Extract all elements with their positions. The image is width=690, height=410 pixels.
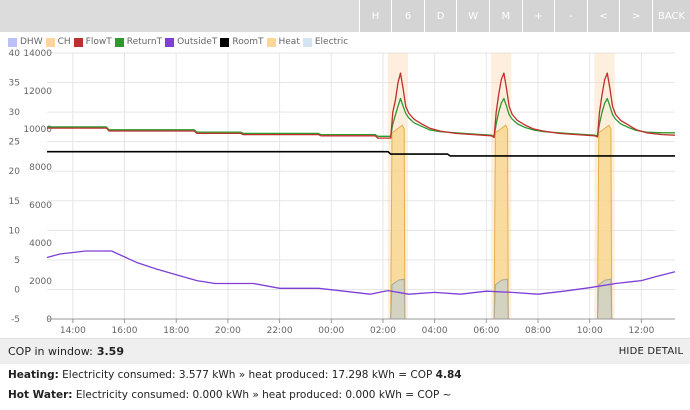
legend-item-dhw[interactable]: DHW: [8, 37, 43, 47]
right-axis-tick-label: 2000: [29, 277, 52, 287]
legend-item-roomt[interactable]: RoomT: [220, 37, 264, 47]
left-axis-tick-label: 10: [9, 226, 21, 236]
outsidet-series: [46, 250, 676, 295]
heating-cop: 4.84: [435, 369, 462, 381]
roomt-series: [47, 150, 675, 157]
legend-label: Heat: [278, 37, 300, 47]
legend-label: DHW: [20, 37, 43, 47]
legend-label: RoomT: [232, 37, 264, 47]
chart: -5 0 5 10 15 20 25 30 35 40 0 2000 4000 6000 8000 10000…: [9, 49, 676, 336]
legend-item-heat[interactable]: Heat: [266, 37, 300, 47]
left-axis-tick-label: 5: [14, 256, 20, 266]
legend-item-flowt[interactable]: FlowT: [73, 37, 112, 47]
cop-value: 3.59: [96, 345, 124, 358]
x-axis-tick-label: 02:00: [370, 326, 396, 336]
left-axis-tick-label: 40: [9, 49, 21, 59]
zoom-in-button[interactable]: +: [521, 0, 555, 32]
left-axis-tick-label: 20: [9, 167, 21, 177]
hour-button[interactable]: H: [358, 0, 392, 32]
right-axis-tick-label: 14000: [23, 49, 52, 59]
legend-swatch: [165, 37, 175, 47]
right-axis-tick-label: 12000: [23, 87, 52, 97]
chart-legend: DHW CH FlowT ReturnT OutsideT RoomT Heat…: [8, 36, 351, 48]
x-axis-tick-label: 06:00: [473, 326, 499, 336]
chart-axes: -5 0 5 10 15 20 25 30 35 40 0 2000 4000 6000 8000 10000…: [9, 49, 675, 336]
legend-swatch: [266, 37, 276, 47]
legend-swatch: [302, 37, 312, 47]
left-axis-tick-label: 35: [9, 79, 20, 89]
heating-label: Heating:: [8, 369, 59, 381]
legend-item-electric[interactable]: Electric: [302, 37, 349, 47]
hide-detail-button[interactable]: HIDE DETAIL: [618, 346, 684, 357]
left-axis-tick-label: 15: [9, 197, 20, 207]
legend-item-ch[interactable]: CH: [45, 37, 71, 47]
legend-swatch: [114, 37, 124, 47]
x-axis-tick-label: 16:00: [112, 326, 138, 336]
x-axis-tick-label: 04:00: [422, 326, 448, 336]
legend-swatch: [73, 37, 83, 47]
right-axis-tick-label: 6000: [29, 201, 52, 211]
x-axis-tick-label: 14:00: [60, 326, 86, 336]
x-axis-tick-label: 22:00: [267, 326, 293, 336]
toolbar: H 6 D W M + - < > BACK: [0, 0, 690, 32]
legend-item-returnt[interactable]: ReturnT: [114, 37, 163, 47]
heating-text: Electricity consumed: 3.577 kWh » heat p…: [58, 369, 436, 381]
cop-label: COP in window:: [8, 345, 93, 358]
legend-label: Electric: [314, 37, 349, 47]
back-button[interactable]: BACK: [652, 0, 690, 32]
time-navigation: H 6 D W M + - < > BACK: [358, 0, 690, 32]
week-button[interactable]: W: [456, 0, 490, 32]
legend-swatch: [220, 37, 230, 47]
legend-label: OutsideT: [177, 37, 218, 47]
cop-bar: COP in window: 3.59 HIDE DETAIL: [0, 338, 690, 364]
right-axis-tick-label: 10000: [23, 125, 52, 135]
day-button[interactable]: D: [423, 0, 457, 32]
left-axis-tick-label: 30: [9, 108, 21, 118]
chart-grid: [47, 52, 675, 320]
electric-series: [47, 278, 675, 320]
legend-item-outsidet[interactable]: OutsideT: [165, 37, 217, 47]
x-axis-tick-label: 12:00: [628, 326, 654, 336]
pan-right-button[interactable]: >: [619, 0, 652, 32]
hotwater-label: Hot Water:: [8, 389, 73, 401]
legend-label: FlowT: [85, 37, 112, 47]
left-axis-tick-label: 0: [14, 285, 20, 295]
legend-label: ReturnT: [126, 37, 163, 47]
returnt-series: [47, 97, 675, 137]
right-axis-tick-label: 8000: [29, 163, 52, 173]
x-axis-tick-label: 18:00: [163, 326, 189, 336]
legend-label: CH: [57, 37, 71, 47]
x-axis-tick-label: 10:00: [577, 326, 603, 336]
six-hour-button[interactable]: 6: [391, 0, 424, 32]
flowt-series: [47, 72, 676, 139]
x-axis-tick-label: 08:00: [525, 326, 551, 336]
legend-swatch: [8, 37, 17, 47]
x-axis-tick-label: 20:00: [215, 326, 241, 336]
zoom-out-button[interactable]: -: [554, 0, 587, 32]
right-axis-tick-label: 0: [46, 315, 52, 325]
legend-swatch: [45, 37, 55, 47]
hotwater-text: Electricity consumed: 0.000 kWh » heat p…: [72, 389, 452, 401]
left-axis-tick-label: 25: [9, 138, 20, 148]
x-axis-tick-label: 00:00: [318, 326, 344, 336]
heat-series: [47, 124, 675, 320]
pan-left-button[interactable]: <: [586, 0, 620, 32]
left-axis-tick-label: -5: [11, 315, 20, 325]
hotwater-summary: Hot Water: Electricity consumed: 0.000 k…: [8, 389, 451, 401]
right-axis-tick-label: 4000: [29, 239, 52, 249]
heating-summary: Heating: Electricity consumed: 3.577 kWh…: [8, 369, 462, 381]
month-button[interactable]: M: [489, 0, 522, 32]
chart-series: [46, 72, 676, 320]
